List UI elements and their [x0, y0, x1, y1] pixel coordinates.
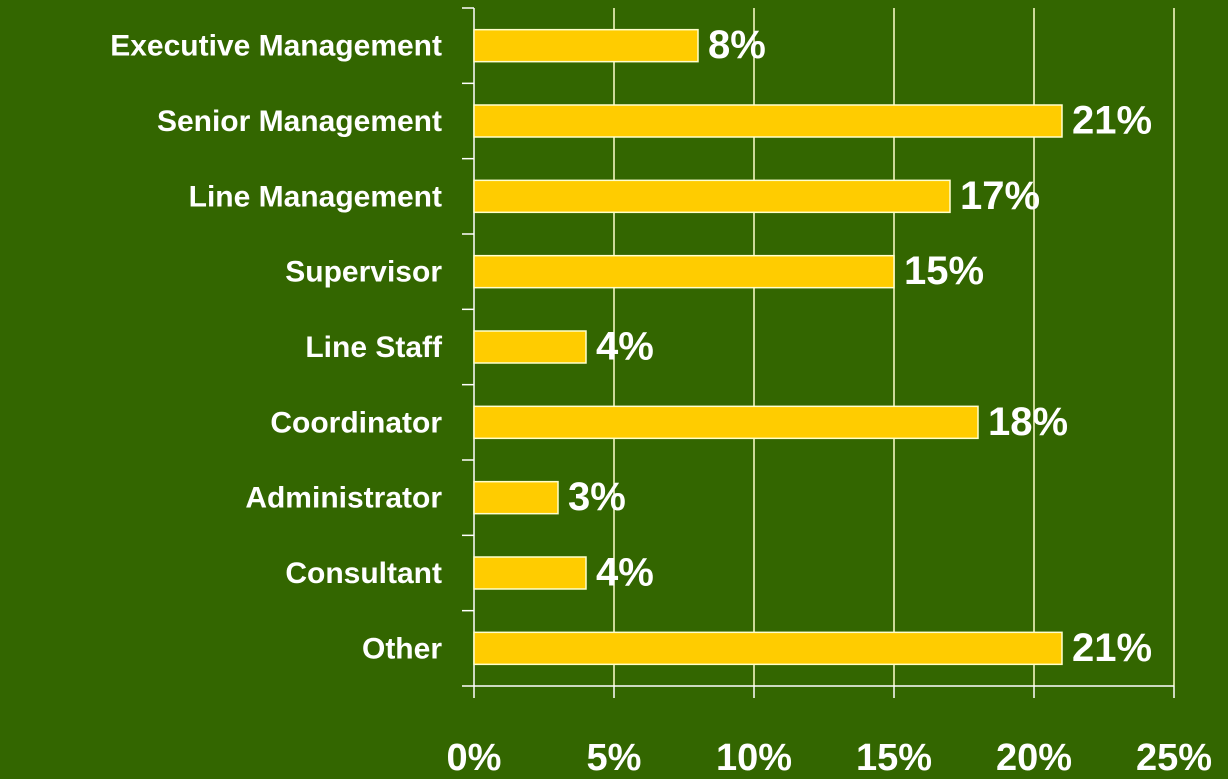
y-tick-label: Other — [362, 632, 442, 665]
value-label: 21% — [1072, 626, 1152, 670]
bar — [473, 330, 587, 364]
bar — [473, 179, 951, 214]
value-label: 18% — [988, 400, 1068, 444]
y-tick-label: Executive Management — [110, 30, 442, 63]
x-tick-label: 25% — [1136, 737, 1212, 779]
x-tick-label: 20% — [996, 737, 1072, 779]
y-tick-label: Supervisor — [285, 256, 442, 289]
x-tick-label: 0% — [447, 737, 502, 779]
y-tick-label: Administrator — [245, 482, 442, 515]
y-tick-label: Coordinator — [270, 406, 442, 439]
y-tick-label: Line Management — [189, 180, 442, 213]
value-label: 4% — [596, 551, 654, 595]
x-tick-label: 10% — [716, 737, 792, 779]
value-label: 3% — [568, 475, 626, 519]
x-tick-label: 5% — [587, 737, 642, 779]
value-label: 8% — [708, 23, 766, 67]
y-tick-label: Consultant — [285, 557, 442, 590]
value-label: 4% — [596, 325, 654, 369]
bar — [473, 556, 587, 590]
value-label: 21% — [1072, 99, 1152, 143]
bar — [473, 104, 1063, 138]
bar — [473, 631, 1063, 666]
y-tick-label: Senior Management — [157, 105, 442, 138]
bar — [473, 28, 699, 63]
value-label: 15% — [904, 249, 984, 293]
bar — [473, 254, 895, 289]
y-tick-label: Line Staff — [305, 331, 443, 364]
value-label: 17% — [960, 174, 1040, 218]
bar — [473, 405, 979, 440]
bar — [473, 480, 559, 515]
x-tick-label: 15% — [856, 737, 932, 779]
